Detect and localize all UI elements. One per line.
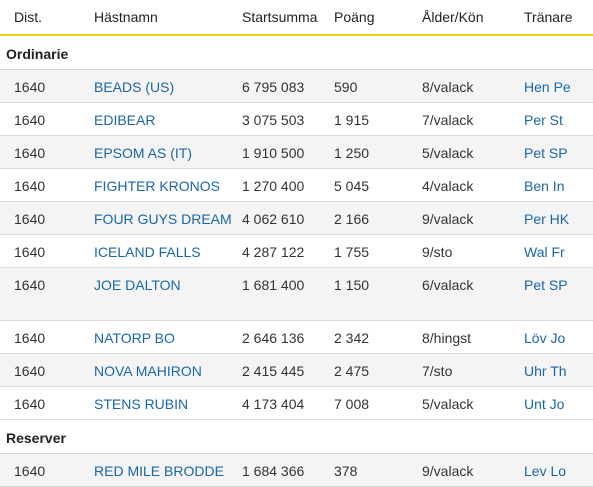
sum-cell: 3 075 503: [242, 112, 305, 128]
points-cell: 2 166: [334, 211, 370, 227]
trainer-link[interactable]: Per HK: [524, 211, 570, 227]
sum-cell: 2 646 136: [242, 330, 305, 346]
section-reserver: Reserver: [0, 420, 593, 454]
age-cell: 4/valack: [422, 178, 474, 194]
sum-cell: 4 062 610: [242, 211, 305, 227]
age-cell: 8/hingst: [422, 330, 472, 346]
table-row: 1640 EPSOM AS (IT) 1 910 500 1 250 5/val…: [0, 136, 593, 169]
dist-cell: 1640: [14, 79, 46, 95]
age-cell: 9/valack: [422, 463, 474, 479]
horse-link[interactable]: FIGHTER KRONOS: [94, 178, 221, 194]
points-cell: 2 475: [334, 363, 370, 379]
section-title: Reserver: [6, 430, 66, 446]
horse-link[interactable]: FOUR GUYS DREAM: [94, 211, 232, 227]
age-cell: 9/valack: [422, 211, 474, 227]
horse-link[interactable]: NOVA MAHIRON: [94, 363, 202, 379]
points-cell: 1 150: [334, 277, 370, 293]
dist-cell: 1640: [14, 396, 46, 412]
horse-link[interactable]: RED MILE BRODDE: [94, 463, 224, 479]
dist-cell: 1640: [14, 330, 46, 346]
points-cell: 1 915: [334, 112, 370, 128]
trainer-link[interactable]: Lev Lo: [524, 463, 567, 479]
trainer-link[interactable]: Pet SP: [524, 277, 568, 293]
horse-link[interactable]: EPSOM AS (IT): [94, 145, 193, 161]
dist-cell: 1640: [14, 244, 46, 260]
table-row: 1640 BEADS (US) 6 795 083 590 8/valack H…: [0, 70, 593, 103]
sum-cell: 1 270 400: [242, 178, 305, 194]
header-dist: Dist.: [14, 9, 42, 25]
dist-cell: 1640: [14, 211, 46, 227]
trainer-link[interactable]: Wal Fr: [524, 244, 565, 260]
table-row: 1640 NATORP BO 2 646 136 2 342 8/hingst …: [0, 321, 593, 354]
horse-link[interactable]: BEADS (US): [94, 79, 175, 95]
sum-cell: 2 415 445: [242, 363, 305, 379]
trainer-link[interactable]: Ben In: [524, 178, 565, 194]
age-cell: 5/valack: [422, 145, 474, 161]
age-cell: 6/valack: [422, 277, 474, 293]
table-row: 1640 JOE DALTON 1 681 400 1 150 6/valack…: [0, 268, 593, 321]
points-cell: 1 755: [334, 244, 370, 260]
dist-cell: 1640: [14, 145, 46, 161]
age-cell: 7/valack: [422, 112, 474, 128]
header-trainer: Tränare: [524, 9, 573, 25]
table-row: 1640 EDIBEAR 3 075 503 1 915 7/valack Pe…: [0, 103, 593, 136]
trainer-link[interactable]: Pet SP: [524, 145, 568, 161]
trainer-link[interactable]: Löv Jo: [524, 330, 566, 346]
points-cell: 2 342: [334, 330, 370, 346]
dist-cell: 1640: [14, 277, 46, 293]
trainer-link[interactable]: Uhr Th: [524, 363, 567, 379]
header-points: Poäng: [334, 9, 375, 25]
age-cell: 8/valack: [422, 79, 474, 95]
age-cell: 7/sto: [422, 363, 453, 379]
sum-cell: 1 684 366: [242, 463, 305, 479]
sum-cell: 6 795 083: [242, 79, 305, 95]
sum-cell: 4 173 404: [242, 396, 305, 412]
table-row: 1640 FOUR GUYS DREAM 4 062 610 2 166 9/v…: [0, 202, 593, 235]
dist-cell: 1640: [14, 112, 46, 128]
table-row: 1640 NOVA MAHIRON 2 415 445 2 475 7/sto …: [0, 354, 593, 387]
trainer-link[interactable]: Unt Jo: [524, 396, 565, 412]
age-cell: 5/valack: [422, 396, 474, 412]
header-age: Ålder/Kön: [422, 9, 484, 25]
trainer-link[interactable]: Hen Pe: [524, 79, 571, 95]
table-row: 1640 STENS RUBIN 4 173 404 7 008 5/valac…: [0, 387, 593, 420]
dist-cell: 1640: [14, 178, 46, 194]
age-cell: 9/sto: [422, 244, 453, 260]
sum-cell: 1 681 400: [242, 277, 305, 293]
trainer-link[interactable]: Per St: [524, 112, 563, 128]
section-ordinarie: Ordinarie: [0, 36, 593, 70]
header-sum: Startsumma: [242, 9, 318, 25]
sum-cell: 4 287 122: [242, 244, 305, 260]
horse-link[interactable]: NATORP BO: [94, 330, 175, 346]
points-cell: 590: [334, 79, 358, 95]
points-cell: 1 250: [334, 145, 370, 161]
points-cell: 378: [334, 463, 358, 479]
table-row: 1640 RED MILE BRODDE 1 684 366 378 9/val…: [0, 454, 593, 487]
points-cell: 7 008: [334, 396, 370, 412]
table-header: Dist. Hästnamn Startsumma Poäng Ålder/Kö…: [0, 0, 593, 36]
dist-cell: 1640: [14, 463, 46, 479]
section-title: Ordinarie: [6, 46, 69, 62]
horse-link[interactable]: STENS RUBIN: [94, 396, 189, 412]
horse-link[interactable]: JOE DALTON: [94, 277, 181, 293]
table-row: 1640 ICELAND FALLS 4 287 122 1 755 9/sto…: [0, 235, 593, 268]
sum-cell: 1 910 500: [242, 145, 305, 161]
points-cell: 5 045: [334, 178, 370, 194]
table-row: 1640 FIGHTER KRONOS 1 270 400 5 045 4/va…: [0, 169, 593, 202]
horse-link[interactable]: ICELAND FALLS: [94, 244, 201, 260]
dist-cell: 1640: [14, 363, 46, 379]
header-name: Hästnamn: [94, 9, 158, 25]
horse-link[interactable]: EDIBEAR: [94, 112, 156, 128]
